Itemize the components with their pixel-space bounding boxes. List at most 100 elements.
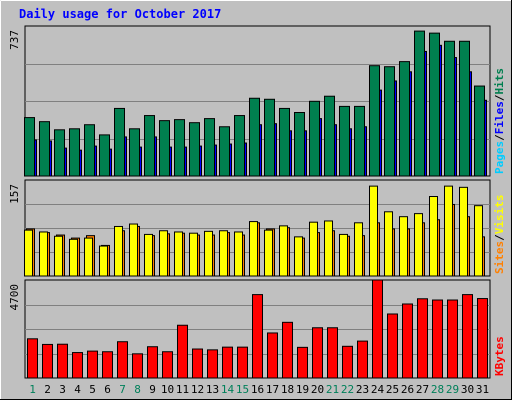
x-tick-label-day-12: 12 [191, 383, 204, 396]
bar-kbytes-day-8 [132, 353, 143, 379]
bar-kbytes-day-17 [267, 332, 278, 379]
bar-kbytes-day-23 [357, 340, 368, 379]
bar-kbytes-day-4 [72, 352, 83, 379]
bar-visits-day-2 [39, 231, 48, 277]
x-tick-label-day-26: 26 [401, 383, 414, 396]
bar-kbytes-day-31 [477, 298, 488, 379]
panel-visits-y-max-label: 157 [8, 184, 21, 204]
x-tick-label-day-2: 2 [44, 383, 51, 396]
panel-visits-legend: Sites/Visits [493, 195, 506, 275]
x-tick-label-day-7: 7 [119, 383, 126, 396]
bar-hits-day-30 [459, 40, 470, 177]
legend-visits: Visits [493, 195, 506, 235]
bar-visits-day-29 [444, 185, 453, 277]
legend-separator: / [493, 234, 506, 241]
x-tick-label-day-23: 23 [356, 383, 369, 396]
bar-hits-day-10 [159, 120, 170, 177]
legend-files: Files [493, 101, 506, 134]
bar-hits-day-3 [54, 129, 65, 177]
bar-kbytes-day-29 [447, 299, 458, 379]
x-tick-label-day-5: 5 [89, 383, 96, 396]
panel-kbytes-y-max-label: 4700 [8, 284, 21, 311]
bar-visits-day-4 [69, 238, 78, 277]
bar-hits-day-22 [339, 105, 350, 177]
bar-visits-day-12 [189, 232, 198, 277]
bar-hits-day-2 [39, 121, 50, 177]
bar-kbytes-day-18 [282, 321, 293, 379]
bar-kbytes-day-13 [207, 349, 218, 379]
bar-kbytes-day-27 [417, 298, 428, 379]
bar-kbytes-day-12 [192, 348, 203, 379]
x-tick-label-day-11: 11 [176, 383, 189, 396]
bar-hits-day-5 [84, 124, 95, 177]
x-tick-label-day-31: 31 [476, 383, 489, 396]
bar-visits-day-31 [474, 205, 483, 277]
bar-visits-day-5 [84, 237, 93, 277]
x-tick-label-day-6: 6 [104, 383, 111, 396]
bar-kbytes-day-7 [117, 341, 128, 379]
bar-hits-day-8 [129, 128, 140, 177]
bar-visits-day-18 [279, 225, 288, 277]
chart-title: Daily usage for October 2017 [19, 7, 221, 21]
bar-kbytes-day-30 [462, 294, 473, 379]
bar-kbytes-day-26 [402, 303, 413, 379]
bar-visits-day-27 [414, 213, 423, 277]
bar-kbytes-day-3 [57, 343, 68, 379]
bar-visits-day-25 [384, 211, 393, 277]
x-tick-label-day-10: 10 [161, 383, 174, 396]
panel-hits-y-max-label: 737 [8, 30, 21, 50]
x-tick-label-day-14: 14 [221, 383, 235, 396]
bar-visits-day-8 [129, 223, 138, 277]
bar-visits-day-3 [54, 235, 63, 277]
bar-visits-day-10 [159, 230, 168, 277]
x-tick-label-day-3: 3 [59, 383, 66, 396]
bar-hits-day-29 [444, 40, 455, 177]
bar-hits-day-19 [294, 111, 305, 177]
bar-visits-day-22 [339, 233, 348, 277]
bar-hits-day-6 [99, 134, 110, 177]
bar-hits-day-17 [264, 98, 275, 177]
legend-separator: / [493, 134, 506, 141]
bar-kbytes-day-6 [102, 351, 113, 379]
bar-hits-day-9 [144, 115, 155, 177]
bar-hits-day-13 [204, 118, 215, 177]
bar-visits-day-17 [264, 229, 273, 277]
x-tick-label-day-1: 1 [29, 383, 36, 396]
bar-hits-day-15 [234, 115, 245, 177]
bar-hits-day-14 [219, 126, 230, 177]
x-tick-label-day-13: 13 [206, 383, 219, 396]
x-tick-label-day-21: 21 [326, 383, 339, 396]
legend-separator: / [493, 94, 506, 101]
x-tick-label-day-24: 24 [371, 383, 385, 396]
x-tick-label-day-18: 18 [281, 383, 294, 396]
x-tick-label-day-22: 22 [341, 383, 354, 396]
panel-kbytes-legend: KBytes [493, 336, 506, 376]
bar-kbytes-day-11 [177, 324, 188, 379]
bar-kbytes-day-25 [387, 313, 398, 379]
legend-pages: Pages [493, 141, 506, 174]
bar-hits-day-21 [324, 95, 335, 177]
bar-kbytes-day-21 [327, 327, 338, 379]
bar-visits-day-13 [204, 230, 213, 277]
legend-hits: Hits [493, 68, 506, 95]
bar-visits-day-15 [234, 231, 243, 277]
bar-hits-day-18 [279, 107, 290, 177]
panel-hits-legend: Pages/Files/Hits [493, 68, 506, 174]
bar-visits-day-6 [99, 245, 108, 277]
bar-kbytes-day-20 [312, 327, 323, 379]
x-tick-label-day-9: 9 [149, 383, 156, 396]
bar-hits-day-26 [399, 61, 410, 177]
bar-kbytes-day-15 [237, 346, 248, 379]
x-tick-label-day-19: 19 [296, 383, 309, 396]
legend-sites: Sites [493, 241, 506, 274]
bar-visits-day-23 [354, 222, 363, 277]
bar-kbytes-day-19 [297, 346, 308, 379]
bar-kbytes-day-24 [372, 279, 383, 379]
bar-hits-day-16 [249, 97, 260, 177]
bar-hits-day-27 [414, 30, 425, 177]
x-tick-label-day-15: 15 [236, 383, 249, 396]
legend-kbytes: KBytes [493, 336, 506, 376]
bar-visits-day-9 [144, 233, 153, 277]
